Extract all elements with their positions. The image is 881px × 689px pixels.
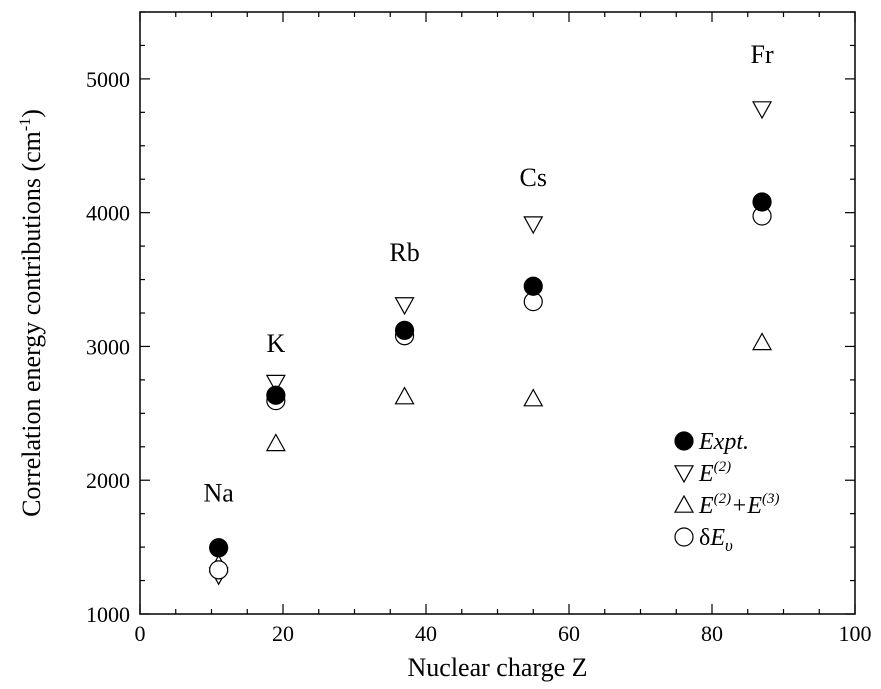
data-point <box>752 332 773 351</box>
legend-label: E(2)​ <box>698 459 731 487</box>
x-tick-label: 20 <box>272 621 294 646</box>
data-point <box>523 276 543 296</box>
legend-label-part: (3) <box>762 491 780 507</box>
legend-label: Expt. <box>698 429 749 455</box>
legend-label-part: (2) <box>714 459 732 475</box>
legend-label-part: (2) <box>714 491 732 507</box>
series-0 <box>209 192 772 558</box>
legend-marker <box>674 527 694 547</box>
legend-item: E(2)​ <box>673 459 731 487</box>
element-label: Cs <box>520 163 547 192</box>
legend-label-part: E <box>709 525 725 551</box>
data-point <box>523 388 544 407</box>
legend-label-part: δ <box>699 525 710 551</box>
legend-marker <box>673 465 695 484</box>
data-point <box>752 101 773 120</box>
annotations: Na K Rb Cs Fr <box>203 40 773 508</box>
legend-marker <box>674 431 694 451</box>
legend-label: E(2)​+E(3)​ <box>698 491 780 519</box>
x-axis-title: Nuclear charge Z <box>408 653 588 682</box>
legend-item: E(2)​+E(3)​ <box>673 491 780 519</box>
y-tick-label: 2000 <box>86 468 130 493</box>
element-label: Rb <box>389 238 419 267</box>
data-point <box>752 192 772 212</box>
element-label: Na <box>203 479 234 508</box>
legend-marker <box>673 494 695 513</box>
legend-label-part: E <box>698 461 714 487</box>
plot-frame <box>139 11 856 615</box>
series-1 <box>208 101 773 586</box>
legend-label-part: υ <box>725 536 733 555</box>
y-axis-title-sup: -1 <box>17 118 34 131</box>
data-point <box>266 385 286 405</box>
legend-label-part: E <box>698 493 714 519</box>
legend-label-part: Expt. <box>698 429 749 455</box>
data-point <box>394 297 415 316</box>
y-tick-label: 3000 <box>86 334 130 359</box>
x-tick-label: 40 <box>415 621 437 646</box>
x-tick-label: 0 <box>135 621 146 646</box>
data-point <box>209 560 229 580</box>
y-axis-title-main: Correlation energy contributions (cm <box>17 131 46 517</box>
data-point <box>394 386 415 405</box>
data-point <box>209 538 229 558</box>
y-axis-title: Correlation energy contributions (cm-1) <box>17 109 46 517</box>
data-point <box>265 433 286 452</box>
series-3 <box>209 206 772 580</box>
x-tick-label: 80 <box>701 621 723 646</box>
data-point <box>265 374 286 393</box>
legend-item: δEυ <box>674 525 733 555</box>
x-tick-label: 100 <box>839 621 872 646</box>
data-point <box>523 216 544 235</box>
axes: 0 20 40 60 80 100 1000 2000 3000 4000 5000 <box>86 11 872 646</box>
legend-label: δEυ <box>699 525 733 555</box>
legend: Expt.E(2)​E(2)​+E(3)​δEυ <box>673 429 780 555</box>
element-label: K <box>266 329 285 358</box>
legend-item: Expt. <box>674 429 749 455</box>
legend-label-part: +E <box>731 493 762 519</box>
y-tick-label: 1000 <box>86 602 130 627</box>
data-marks <box>208 101 773 586</box>
y-tick-label: 4000 <box>86 201 130 226</box>
y-tick-label: 5000 <box>86 67 130 92</box>
x-tick-label: 60 <box>558 621 580 646</box>
y-axis-title-close: ) <box>17 109 46 118</box>
element-label: Fr <box>750 40 773 69</box>
data-point <box>394 320 415 340</box>
